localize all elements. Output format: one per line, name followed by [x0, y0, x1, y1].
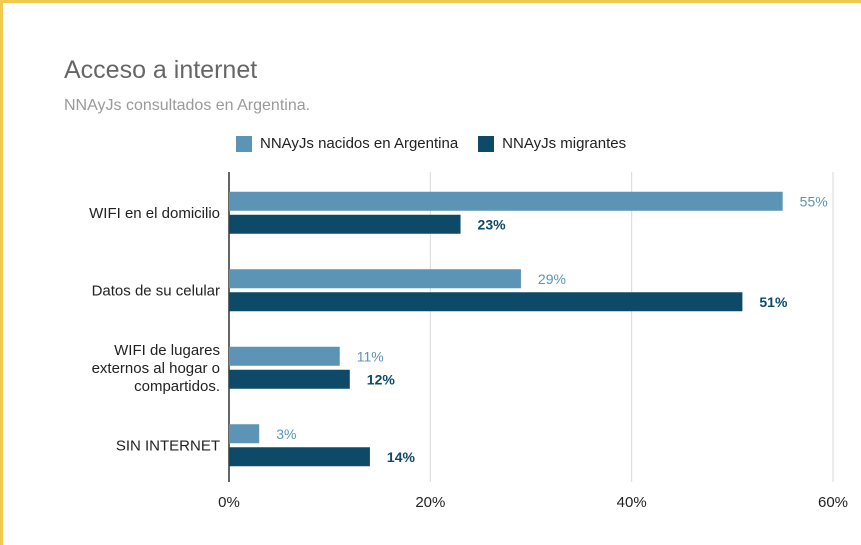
x-tick-label: 40%: [617, 494, 647, 511]
data-label: 55%: [800, 193, 828, 209]
category-label: Datos de su celular: [92, 282, 220, 299]
category-label: WIFI de lugares: [114, 342, 220, 359]
bar-migrantes: [229, 292, 743, 312]
category-label: WIFI en el domicilio: [89, 205, 220, 222]
chart-legend: NNAyJs nacidos en Argentina NNAyJs migra…: [236, 135, 646, 152]
data-label: 23%: [478, 216, 507, 232]
category-label: SIN INTERNET: [116, 437, 220, 454]
bar-argentina: [229, 269, 521, 289]
chart-subtitle: NNAyJs consultados en Argentina.: [64, 97, 311, 114]
legend-swatch-argentina: [236, 135, 252, 152]
x-tick-label: 60%: [818, 494, 848, 511]
x-tick-label: 20%: [415, 494, 445, 511]
legend-item-migrantes: NNAyJs migrantes: [478, 135, 626, 152]
bar-migrantes: [229, 447, 370, 467]
legend-label-argentina: NNAyJs nacidos en Argentina: [260, 135, 459, 152]
data-label: 51%: [759, 294, 788, 310]
bar-argentina: [229, 424, 260, 444]
bar-argentina: [229, 346, 340, 366]
legend-item-argentina: NNAyJs nacidos en Argentina: [236, 135, 458, 152]
bar-argentina: [229, 191, 783, 211]
category-label: externos al hogar o: [92, 360, 220, 377]
bar-migrantes: [229, 369, 350, 389]
chart-title: Acceso a internet: [64, 56, 258, 84]
x-tick-label: 0%: [218, 494, 240, 511]
data-label: 14%: [387, 449, 416, 465]
category-label: compartidos.: [134, 378, 220, 395]
legend-label-migrantes: NNAyJs migrantes: [502, 135, 627, 152]
data-label: 3%: [276, 426, 296, 442]
data-label: 12%: [367, 371, 396, 387]
data-label: 29%: [538, 271, 566, 287]
bar-migrantes: [229, 214, 461, 234]
data-label: 11%: [357, 348, 384, 364]
legend-swatch-migrantes: [478, 135, 495, 152]
